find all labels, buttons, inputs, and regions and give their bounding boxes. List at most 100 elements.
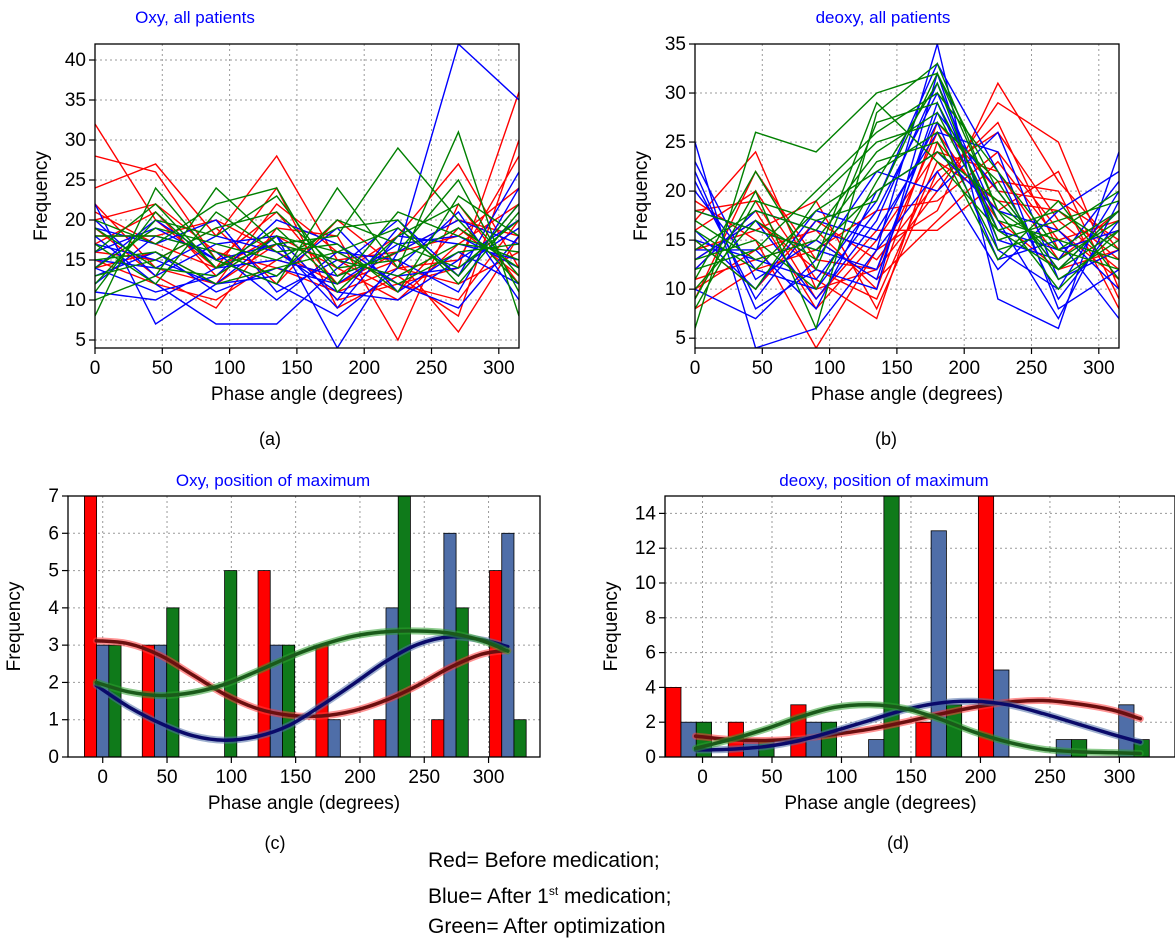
bar-blue-3 (868, 739, 885, 757)
series-line-green-30 (95, 219, 519, 277)
chart-title-c: Oxy, position of maximum (176, 471, 370, 490)
panel-caption-d: (d) (887, 833, 909, 853)
series-line-green-35 (695, 101, 1119, 290)
y-tick-label: 10 (665, 279, 686, 300)
y-tick-label: 30 (665, 83, 686, 104)
plot-area-d (665, 496, 1150, 757)
x-tick-label: 250 (416, 358, 448, 379)
y-tick-label: 15 (65, 250, 86, 271)
bar-red-5 (373, 719, 387, 757)
chart-title-d: deoxy, position of maximum (779, 471, 988, 490)
y-tick-label: 5 (675, 328, 686, 349)
x-tick-label: 150 (895, 767, 927, 788)
x-tick-label: 200 (348, 358, 380, 379)
x-tick-label: 50 (156, 767, 177, 788)
fit-curve-blue (693, 699, 1143, 752)
bar-blue-6 (443, 532, 457, 757)
x-axis-label-d: Phase angle (degrees) (784, 793, 976, 814)
series-line-green-34 (95, 187, 519, 294)
y-tick-label: 35 (665, 34, 686, 55)
series-line-blue-15 (95, 219, 519, 301)
y-tick-label: 25 (65, 170, 86, 191)
x-tick-label: 250 (1016, 358, 1048, 379)
bar-red-5 (977, 496, 995, 757)
y-tick-label: 35 (65, 90, 86, 111)
bar-green-7 (513, 719, 527, 757)
x-tick-label: 0 (697, 767, 708, 788)
y-tick-label: 10 (65, 290, 86, 311)
legend-green: Green= After optimization (428, 915, 666, 938)
panel-caption-a: (a) (259, 429, 281, 449)
y-tick-label: 3 (48, 635, 59, 656)
x-tick-label: 300 (1104, 767, 1136, 788)
series-line-green-24 (95, 130, 519, 317)
x-tick-label: 0 (690, 358, 701, 379)
panel-caption-b: (b) (875, 429, 897, 449)
bar-red-4 (915, 721, 932, 757)
y-tick-label: 0 (48, 747, 59, 768)
series-line-blue-21 (95, 219, 519, 301)
chart-title-a: Oxy, all patients (135, 8, 255, 27)
legend-blue-text-end: medication; (558, 885, 672, 908)
grid-a (94, 44, 519, 348)
x-tick-label: 100 (826, 767, 858, 788)
bar-blue-4 (327, 719, 341, 757)
y-tick-label: 1 (48, 710, 59, 731)
x-axis-label-a: Phase angle (degrees) (211, 384, 403, 405)
x-tick-label: 200 (948, 358, 980, 379)
x-tick-label: 100 (214, 358, 246, 379)
series-line-green-34 (695, 71, 1119, 310)
bar-red-1 (141, 644, 155, 757)
y-tick-label: 7 (48, 486, 59, 507)
chart-c: 0 50 100 150 200 250 300 0 1 2 3 4 5 6 7 Oxy, position … (4, 471, 541, 853)
chart-title-b: deoxy, all patients (816, 8, 951, 27)
series-line-red-10 (695, 180, 1119, 310)
x-tick-label: 150 (280, 767, 312, 788)
y-tick-label: 20 (65, 210, 86, 231)
series-line-blue-12 (695, 44, 1119, 348)
y-tick-label: 5 (75, 330, 86, 351)
series-line-green-29 (695, 151, 1119, 261)
series-line-green-30 (695, 101, 1119, 280)
axes-a: 0 50 100 150 200 250 300 5 10 15 20 25 30 35 40 (65, 50, 515, 379)
bar-red-6 (431, 719, 445, 757)
plot-area-b (695, 44, 1119, 348)
x-tick-label: 150 (881, 358, 913, 379)
y-axis-label-b: Frequency (631, 151, 652, 241)
x-tick-label: 250 (408, 767, 440, 788)
plot-frame-b (694, 43, 1120, 349)
bar-green-3 (883, 496, 900, 757)
bar-blue-5 (993, 669, 1010, 757)
plot-frame-c (67, 495, 541, 758)
bar-blue-0 (96, 644, 110, 757)
plot-area-a (95, 44, 519, 348)
series-line-green-24 (695, 72, 1119, 329)
plot-frame-a (94, 43, 520, 349)
x-tick-label: 100 (215, 767, 247, 788)
bar-green-1 (166, 607, 180, 757)
series-line-red-4 (95, 155, 519, 293)
fit-curve-blue (94, 635, 510, 742)
y-tick-label: 40 (65, 50, 86, 71)
fit-curve-green (94, 629, 510, 698)
x-axis-label-b: Phase angle (degrees) (811, 384, 1003, 405)
series-line-green-26 (95, 178, 519, 293)
series-line-green-27 (95, 203, 519, 285)
fit-curve-red (693, 698, 1143, 743)
y-tick-label: 6 (48, 523, 59, 544)
bar-blue-1 (154, 644, 168, 757)
chart-a: 0 50 100 150 200 250 300 5 10 15 20 25 30 35 40 Oxy, al… (31, 8, 520, 449)
series-line-red-7 (695, 121, 1119, 291)
x-tick-label: 300 (473, 767, 505, 788)
plot-frame-d (664, 495, 1175, 758)
series-line-red-2 (695, 131, 1119, 311)
bar-red-0 (665, 687, 682, 757)
color-legend: Red= Before medication; Blue= After 1st … (428, 846, 671, 942)
x-tick-label: 300 (1083, 358, 1115, 379)
y-tick-label: 4 (48, 598, 59, 619)
y-tick-label: 0 (645, 747, 656, 768)
y-axis-label-a: Frequency (31, 151, 52, 241)
series-line-green-28 (95, 203, 519, 286)
x-tick-label: 50 (752, 358, 773, 379)
